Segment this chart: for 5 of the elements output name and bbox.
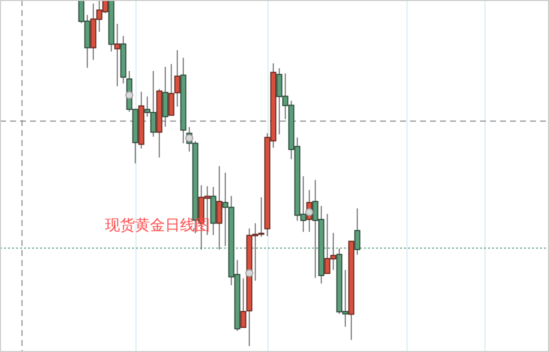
point — [245, 269, 254, 278]
candlestick — [114, 23, 120, 87]
candlestick — [216, 166, 222, 250]
point — [125, 91, 134, 100]
point — [305, 208, 314, 216]
